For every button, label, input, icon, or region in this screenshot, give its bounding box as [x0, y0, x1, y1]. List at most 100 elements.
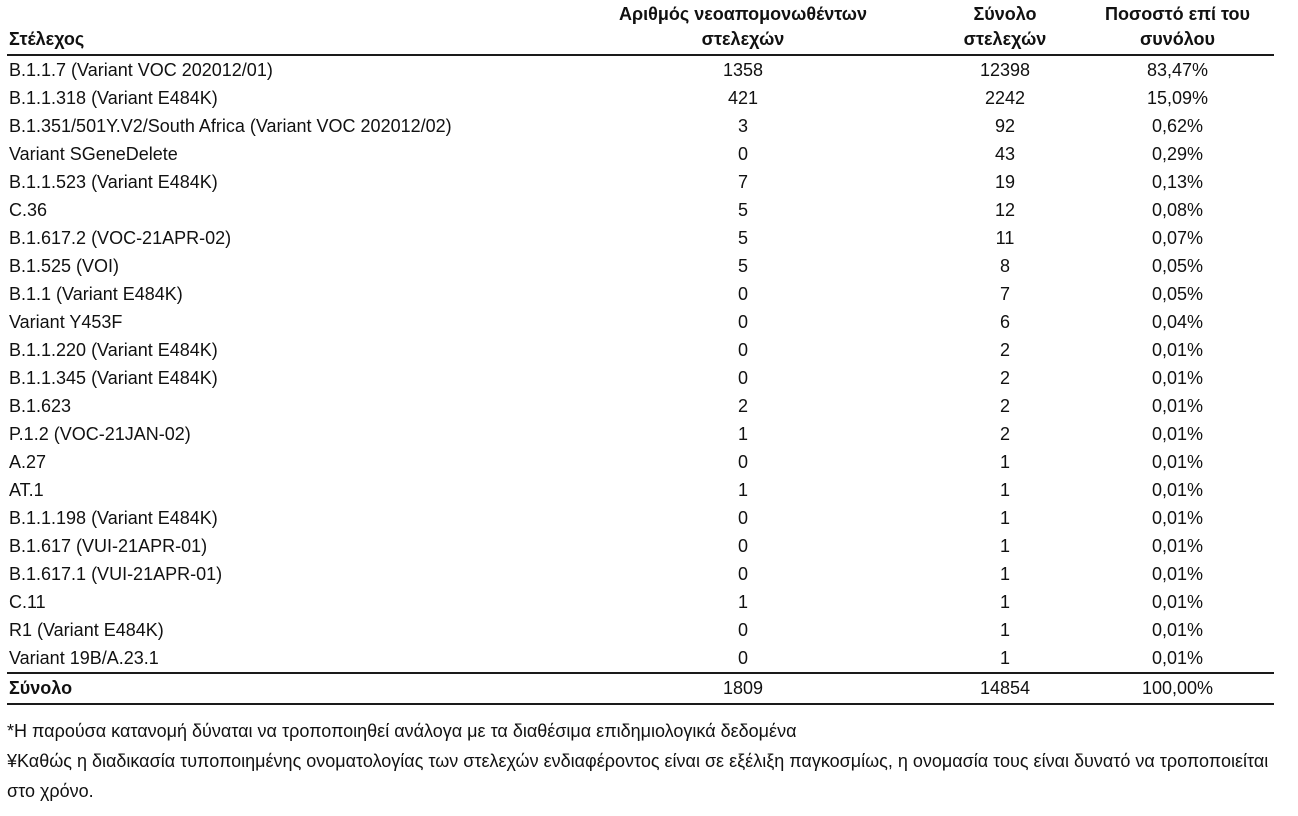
new-isolates-cell: 0 [737, 452, 748, 472]
total-strains-cell: 2 [999, 424, 1010, 444]
column-header-total-strains-line1: Σύνολο [973, 4, 1037, 24]
table-footer: Σύνολο 1809 14854 100,00% [7, 672, 1274, 705]
table-row: B.1.617.2 (VOC-21APR-02) 5 11 0,07% [7, 224, 1274, 252]
total-row: Σύνολο 1809 14854 100,00% [7, 672, 1274, 705]
new-isolates-cell: 7 [737, 172, 748, 192]
total-strains-cell: 6 [999, 312, 1010, 332]
total-strains-cell: 1 [999, 508, 1010, 528]
column-header-total-strains: Σύνολο στελεχών [929, 1, 1081, 56]
new-isolates-cell: 5 [737, 228, 748, 248]
new-isolates-cell: 5 [737, 200, 748, 220]
table-row: B.1.1.523 (Variant E484K) 7 19 0,13% [7, 168, 1274, 196]
new-isolates-cell: 0 [737, 312, 748, 332]
column-header-percent-of-total: Ποσοστό επί του συνόλου [1081, 1, 1274, 56]
strain-cell: B.1.623 [9, 396, 72, 416]
percent-cell: 0,01% [1151, 480, 1204, 500]
new-isolates-cell: 0 [737, 340, 748, 360]
strain-cell: B.1.1.318 (Variant E484K) [9, 88, 218, 108]
total-strains-cell: 1 [999, 536, 1010, 556]
table-row: C.36 5 12 0,08% [7, 196, 1274, 224]
table-row: R1 (Variant E484K) 0 1 0,01% [7, 616, 1274, 644]
table-row: B.1.617.1 (VUI-21APR-01) 0 1 0,01% [7, 560, 1274, 588]
percent-cell: 0,01% [1151, 564, 1204, 584]
table-row: A.27 0 1 0,01% [7, 448, 1274, 476]
new-isolates-cell: 0 [737, 508, 748, 528]
total-strains-cell: 1 [999, 648, 1010, 668]
total-strains-cell: 92 [994, 116, 1016, 136]
strain-cell: B.1.1.345 (Variant E484K) [9, 368, 218, 388]
footnotes: *Η παρούσα κατανομή δύναται να τροποποιη… [7, 716, 1279, 806]
total-strains-cell: 8 [999, 256, 1010, 276]
table-row: B.1.623 2 2 0,01% [7, 392, 1274, 420]
footnote-nomenclature: ¥Καθώς η διαδικασία τυποποιημένης ονοματ… [7, 751, 1269, 801]
total-strains-cell: 2 [999, 368, 1010, 388]
column-header-percent-line2: συνόλου [1139, 29, 1216, 49]
column-header-new-isolates-line2: στελεχών [701, 29, 785, 49]
percent-cell: 0,62% [1151, 116, 1204, 136]
total-strains-cell: 12 [994, 200, 1016, 220]
total-strains-cell: 1 [999, 620, 1010, 640]
new-isolates-cell: 0 [737, 648, 748, 668]
strain-cell: B.1.617 (VUI-21APR-01) [9, 536, 208, 556]
percent-cell: 0,29% [1151, 144, 1204, 164]
strain-cell: A.27 [9, 452, 47, 472]
new-isolates-cell: 0 [737, 368, 748, 388]
table-row: C.11 1 1 0,01% [7, 588, 1274, 616]
table-row: B.1.1.7 (Variant VOC 202012/01) 1358 123… [7, 55, 1274, 84]
strain-cell: C.36 [9, 200, 48, 220]
total-strains-cell: 12398 [979, 60, 1031, 80]
strain-cell: B.1.1.220 (Variant E484K) [9, 340, 218, 360]
total-strains-cell: 1 [999, 480, 1010, 500]
new-isolates-cell: 421 [727, 88, 759, 108]
percent-cell: 0,05% [1151, 256, 1204, 276]
table-row: B.1.1.318 (Variant E484K) 421 2242 15,09… [7, 84, 1274, 112]
column-header-new-isolates: Αριθμός νεοαπομονωθέντων στελεχών [557, 1, 929, 56]
percent-cell: 0,13% [1151, 172, 1204, 192]
percent-cell: 0,01% [1151, 396, 1204, 416]
total-strains: 14854 [929, 672, 1081, 705]
table-row: Variant SGeneDelete 0 43 0,29% [7, 140, 1274, 168]
table-row: B.1.1.345 (Variant E484K) 0 2 0,01% [7, 364, 1274, 392]
total-strains-cell: 2 [999, 396, 1010, 416]
new-isolates-cell: 0 [737, 536, 748, 556]
new-isolates-cell: 0 [737, 284, 748, 304]
strain-cell: R1 (Variant E484K) [9, 620, 164, 640]
strain-cell: B.1.1.523 (Variant E484K) [9, 172, 218, 192]
column-header-strain: Στέλεχος [7, 1, 557, 56]
total-strains-cell: 2 [999, 340, 1010, 360]
column-header-percent-line1: Ποσοστό επί του [1105, 4, 1250, 24]
percent-cell: 0,01% [1151, 452, 1204, 472]
strain-cell: P.1.2 (VOC-21JAN-02) [9, 424, 191, 444]
strain-cell: Variant Y453F [9, 312, 123, 332]
percent-cell: 0,01% [1151, 340, 1204, 360]
new-isolates-cell: 0 [737, 144, 748, 164]
percent-cell: 0,01% [1151, 368, 1204, 388]
strain-cell: B.1.617.2 (VOC-21APR-02) [9, 228, 232, 248]
percent-cell: 0,07% [1151, 228, 1204, 248]
header-row: Στέλεχος Αριθμός νεοαπομονωθέντων στελεχ… [7, 1, 1274, 56]
table-row: B.1.1.198 (Variant E484K) 0 1 0,01% [7, 504, 1274, 532]
table-row: P.1.2 (VOC-21JAN-02) 1 2 0,01% [7, 420, 1274, 448]
strain-cell: B.1.1 (Variant E484K) [9, 284, 183, 304]
percent-cell: 0,04% [1151, 312, 1204, 332]
percent-cell: 0,01% [1151, 508, 1204, 528]
table-row: B.1.351/501Y.V2/South Africa (Variant VO… [7, 112, 1274, 140]
new-isolates-cell: 1358 [722, 60, 764, 80]
strain-cell: B.1.1.7 (Variant VOC 202012/01) [9, 60, 273, 80]
new-isolates-cell: 1 [737, 424, 748, 444]
total-strains-cell: 43 [994, 144, 1016, 164]
total-row-label: Σύνολο [7, 672, 557, 705]
percent-cell: 0,01% [1151, 424, 1204, 444]
new-isolates-cell: 1 [737, 592, 748, 612]
total-strains-cell: 19 [994, 172, 1016, 192]
strain-cell: B.1.1.198 (Variant E484K) [9, 508, 218, 528]
strain-cell: B.1.351/501Y.V2/South Africa (Variant VO… [9, 116, 452, 136]
percent-cell: 0,08% [1151, 200, 1204, 220]
table-row: B.1.1 (Variant E484K) 0 7 0,05% [7, 280, 1274, 308]
new-isolates-cell: 2 [737, 396, 748, 416]
table-row: B.1.1.220 (Variant E484K) 0 2 0,01% [7, 336, 1274, 364]
total-strains-cell: 7 [999, 284, 1010, 304]
table-body: B.1.1.7 (Variant VOC 202012/01) 1358 123… [7, 55, 1274, 673]
total-strains-cell: 11 [995, 228, 1015, 248]
